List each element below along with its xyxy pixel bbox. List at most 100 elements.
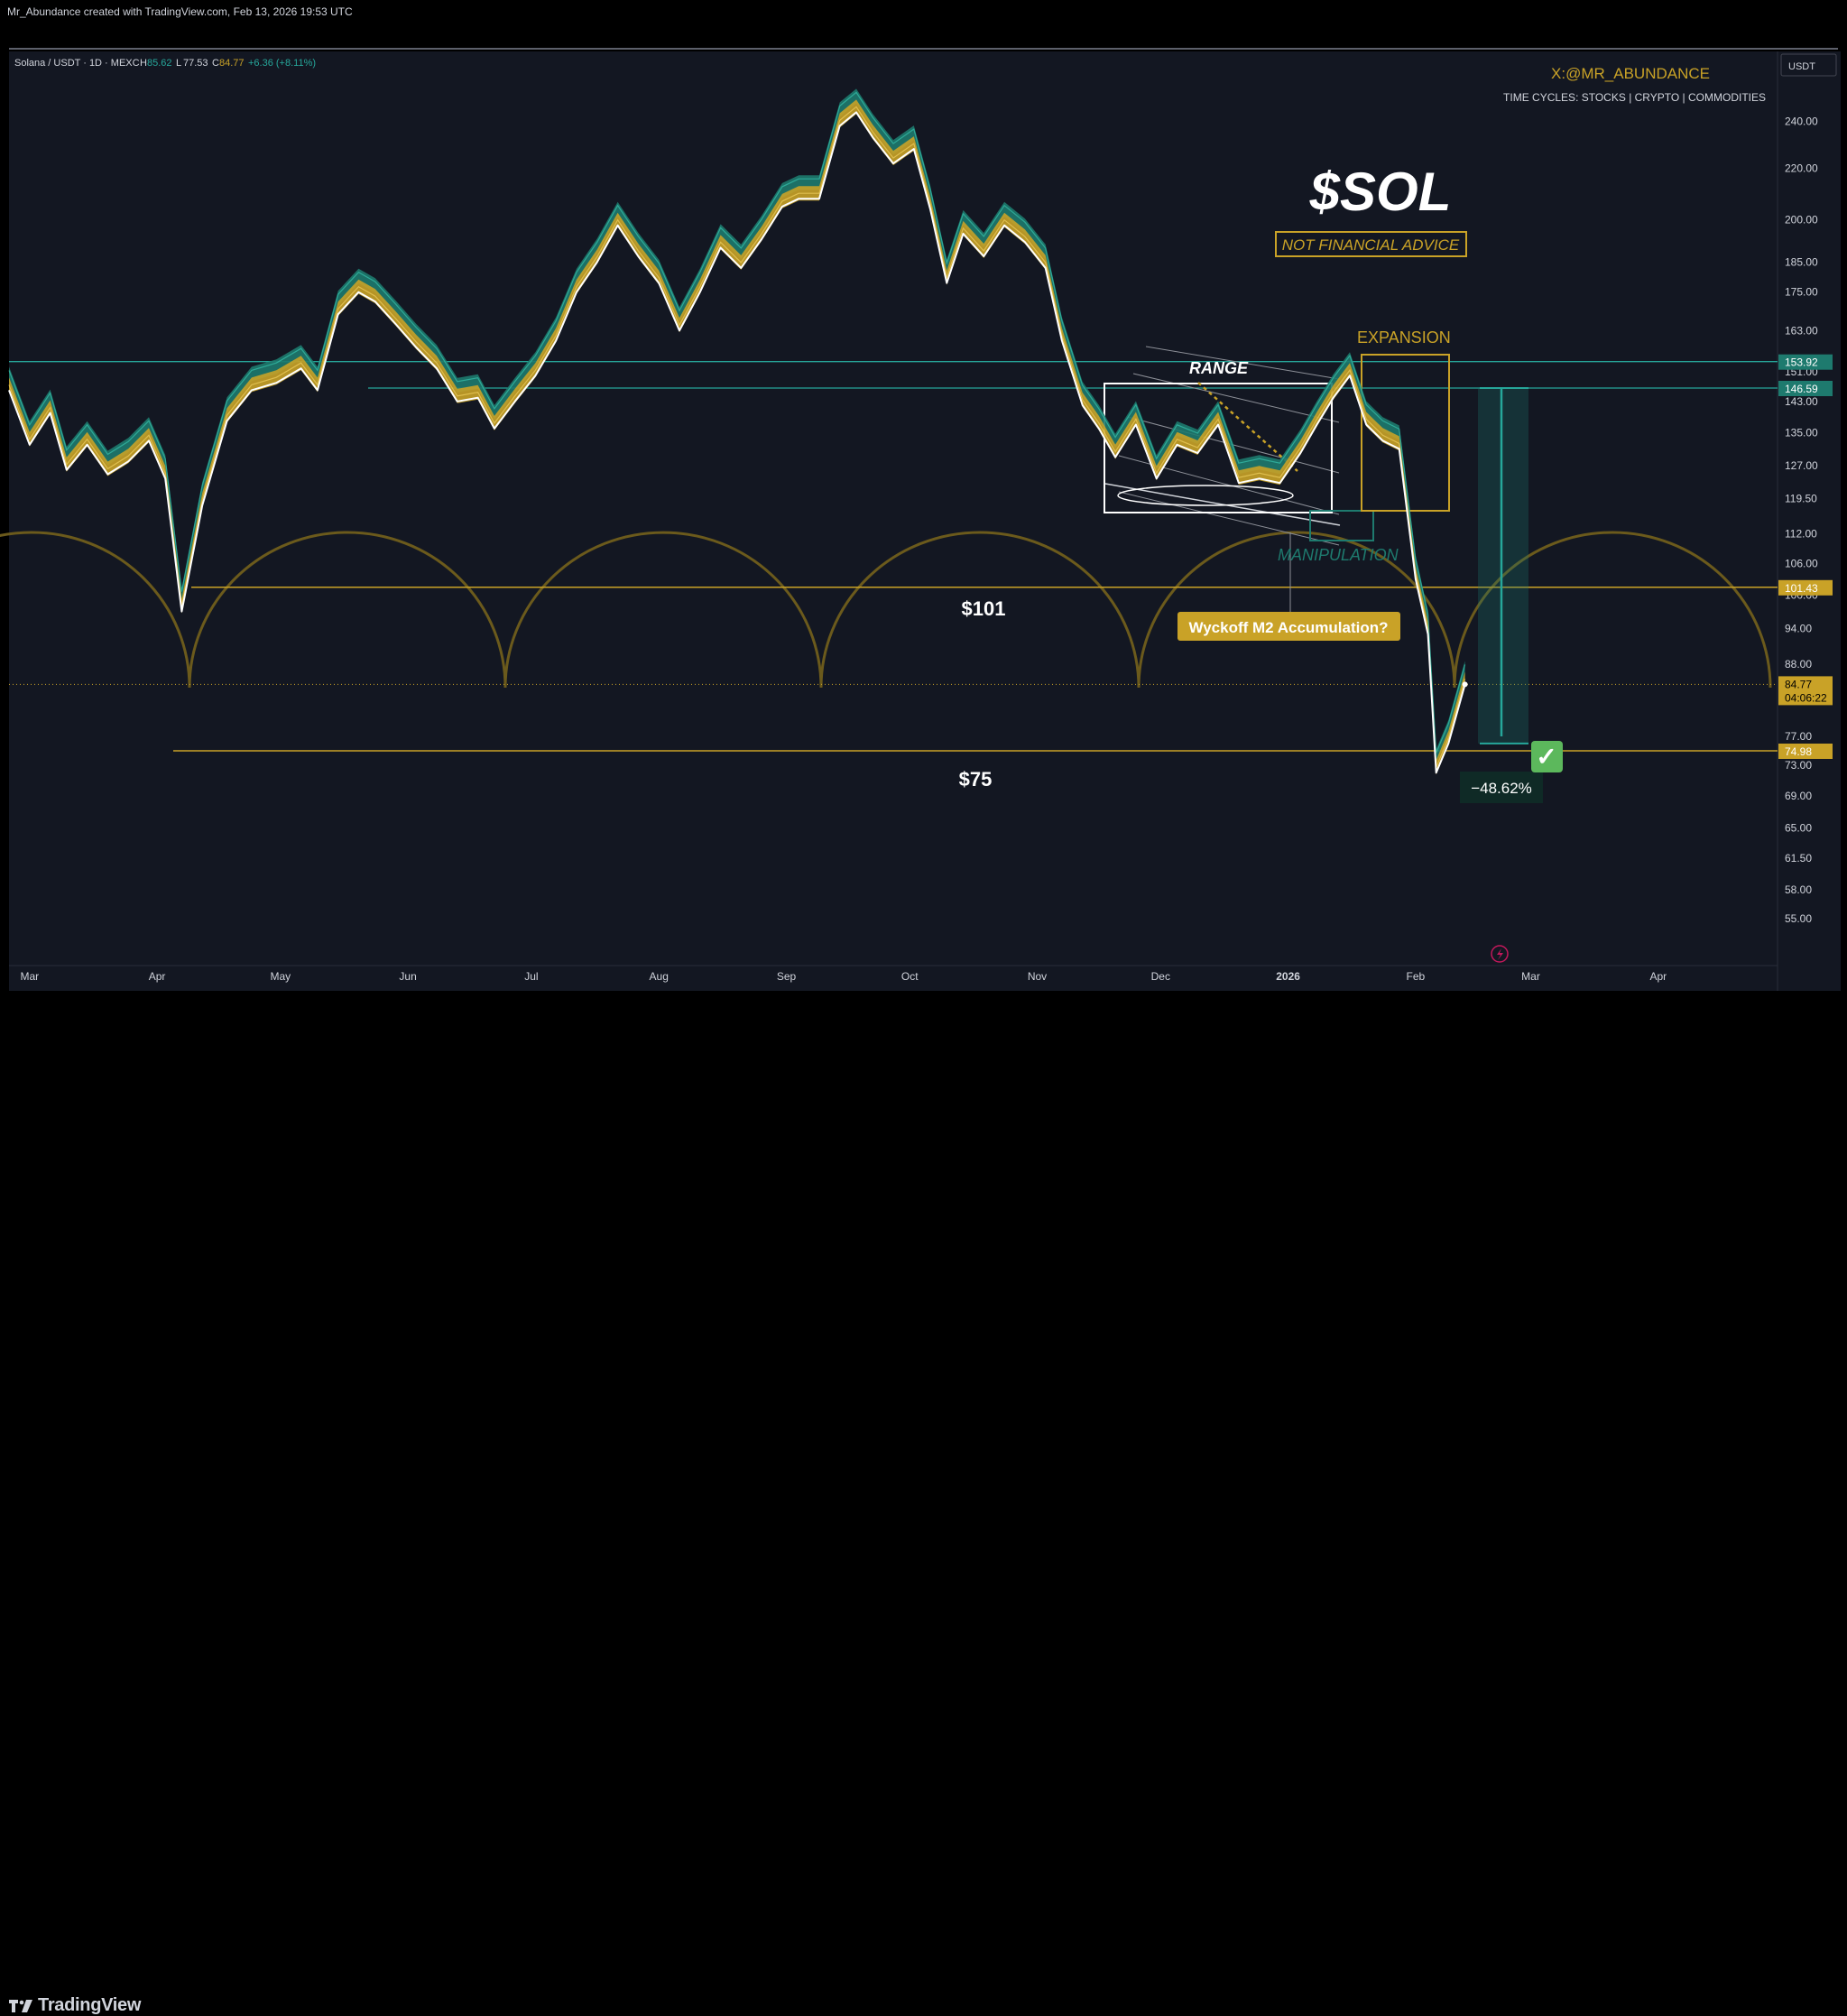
x-tick-label: Jul bbox=[524, 970, 538, 983]
footer-bar: TradingView bbox=[0, 991, 1847, 2015]
price-tag-label: 84.77 bbox=[1785, 678, 1812, 690]
price-line bbox=[8, 111, 1466, 774]
price-tag-bg bbox=[1778, 579, 1833, 596]
manipulation-label: MANIPULATION bbox=[1278, 546, 1399, 564]
cycle-arc bbox=[0, 531, 191, 689]
y-tick-label: 127.00 bbox=[1785, 459, 1818, 472]
y-tick-label: 58.00 bbox=[1785, 883, 1812, 896]
range-support-line bbox=[1104, 483, 1341, 526]
time-axis-background bbox=[9, 966, 1778, 991]
y-tick-label: 112.00 bbox=[1785, 527, 1817, 540]
price-tag-bg bbox=[1778, 676, 1833, 706]
y-tick-label: 65.00 bbox=[1785, 822, 1812, 835]
tradingview-logo[interactable]: TradingView bbox=[9, 1995, 141, 2016]
x-tick-label: Mar bbox=[1521, 970, 1540, 983]
expansion-label: EXPANSION bbox=[1357, 328, 1451, 347]
range-descending-line bbox=[1197, 382, 1298, 472]
legend-close-label: C bbox=[212, 58, 219, 69]
channel-line-0 bbox=[1145, 346, 1340, 380]
header-bar: Mr_Abundance created with TradingView.co… bbox=[0, 0, 1847, 22]
y-tick-label: 73.00 bbox=[1785, 759, 1812, 772]
cycle-arc bbox=[188, 531, 507, 689]
y-tick-label: 143.00 bbox=[1785, 395, 1818, 408]
price-axis-background bbox=[1778, 51, 1841, 991]
legend-change: +6.36 (+8.11%) bbox=[248, 58, 316, 69]
chart-pane-background bbox=[9, 51, 1778, 966]
range-box bbox=[1104, 383, 1333, 513]
measure-zone bbox=[1478, 387, 1528, 744]
cycle-arc bbox=[503, 531, 823, 689]
x-tick-label: 2026 bbox=[1276, 970, 1300, 983]
price-axis[interactable]: 240.00220.00200.00185.00175.00163.00151.… bbox=[1785, 115, 1818, 924]
x-tick-label: Nov bbox=[1028, 970, 1047, 983]
range-lows-ellipse bbox=[1117, 485, 1294, 506]
y-tick-label: 77.00 bbox=[1785, 730, 1812, 743]
wyckoff-callout bbox=[1177, 612, 1400, 641]
y-tick-label: 163.00 bbox=[1785, 324, 1818, 337]
y-tick-label: 200.00 bbox=[1785, 214, 1818, 227]
cycle-arc bbox=[1453, 531, 1772, 689]
price-tag-label: 101.43 bbox=[1785, 582, 1818, 595]
price-tag-bg bbox=[1778, 354, 1833, 370]
frame-divider bbox=[9, 48, 1838, 50]
price-tag-bg bbox=[1778, 744, 1833, 759]
price-tag-label: 146.59 bbox=[1785, 383, 1818, 395]
channel-line-4 bbox=[1118, 491, 1340, 546]
y-tick-label: 119.50 bbox=[1785, 493, 1817, 505]
y-tick-label: 94.00 bbox=[1785, 622, 1812, 634]
legend-low-value: 77.53 bbox=[183, 58, 208, 69]
y-tick-label: 106.00 bbox=[1785, 557, 1818, 569]
chart-overlays bbox=[1478, 386, 1528, 744]
lightning-icon-bolt[interactable] bbox=[1497, 948, 1503, 960]
price-series bbox=[8, 111, 1468, 774]
last-price-dot bbox=[1462, 681, 1468, 688]
tradingview-logo-text: TradingView bbox=[38, 1995, 142, 2015]
x-tick-label: Oct bbox=[901, 970, 919, 983]
legend-high-label: H bbox=[140, 58, 147, 69]
watermark-ticker: $SOL bbox=[1309, 162, 1452, 222]
watermark-handle: X:@MR_ABUNDANCE bbox=[1551, 65, 1710, 82]
y-tick-label: 55.00 bbox=[1785, 912, 1812, 925]
watermark-tagline: TIME CYCLES: STOCKS | CRYPTO | COMMODITI… bbox=[1503, 91, 1766, 104]
y-tick-label: 240.00 bbox=[1785, 115, 1818, 127]
disclaimer-box bbox=[1275, 231, 1467, 257]
manipulation-box bbox=[1309, 510, 1374, 541]
y-tick-label: 220.00 bbox=[1785, 162, 1818, 175]
drawdown-badge bbox=[1460, 772, 1543, 803]
y-tick-label: 175.00 bbox=[1785, 286, 1818, 299]
wyckoff-callout-text: Wyckoff M2 Accumulation? bbox=[1188, 619, 1388, 636]
range-label: RANGE bbox=[1189, 359, 1249, 377]
currency-button-label[interactable]: USDT bbox=[1788, 61, 1815, 72]
credit-text: Mr_Abundance created with TradingView.co… bbox=[7, 5, 353, 18]
price-tag-label: 153.92 bbox=[1785, 356, 1818, 369]
lightning-icon[interactable] bbox=[1491, 945, 1509, 963]
cycle-arc bbox=[1137, 531, 1456, 689]
tradingview-logo-icon bbox=[9, 1999, 32, 2012]
level-75-label: $75 bbox=[959, 768, 993, 791]
x-tick-label: Apr bbox=[1649, 970, 1667, 983]
cycle-arc bbox=[819, 531, 1141, 689]
x-tick-label: Dec bbox=[1151, 970, 1170, 983]
currency-button[interactable] bbox=[1780, 53, 1837, 77]
expansion-box bbox=[1361, 354, 1450, 512]
level-101-label: $101 bbox=[962, 597, 1006, 620]
price-tag-label: 74.98 bbox=[1785, 745, 1812, 758]
legend-symbol: Solana / USDT · 1D · MEXC bbox=[14, 58, 140, 69]
price-tag-countdown: 04:06:22 bbox=[1785, 691, 1827, 704]
price-chart[interactable]: 240.00220.00200.00185.00175.00163.00151.… bbox=[0, 0, 1847, 1041]
y-tick-label: 69.00 bbox=[1785, 790, 1812, 802]
drawdown-value: −48.62% bbox=[1471, 780, 1532, 797]
price-bands bbox=[8, 88, 1466, 775]
disclaimer-text: NOT FINANCIAL ADVICE bbox=[1282, 236, 1460, 254]
outer-band-edge bbox=[8, 91, 1466, 754]
x-tick-label: Sep bbox=[777, 970, 797, 983]
x-tick-label: Apr bbox=[149, 970, 166, 983]
legend-close-value: 84.77 bbox=[219, 58, 245, 69]
check-icon-glyph: ✓ bbox=[1536, 743, 1556, 771]
x-tick-label: May bbox=[270, 970, 291, 983]
x-tick-label: Aug bbox=[650, 970, 669, 983]
x-tick-label: Feb bbox=[1407, 970, 1426, 983]
check-icon bbox=[1531, 741, 1563, 772]
time-axis[interactable]: Mar Apr May Jun Jul Aug Sep Oct Nov Dec 2026 Feb Mar… bbox=[20, 970, 1667, 983]
channel-line-1 bbox=[1132, 373, 1340, 423]
